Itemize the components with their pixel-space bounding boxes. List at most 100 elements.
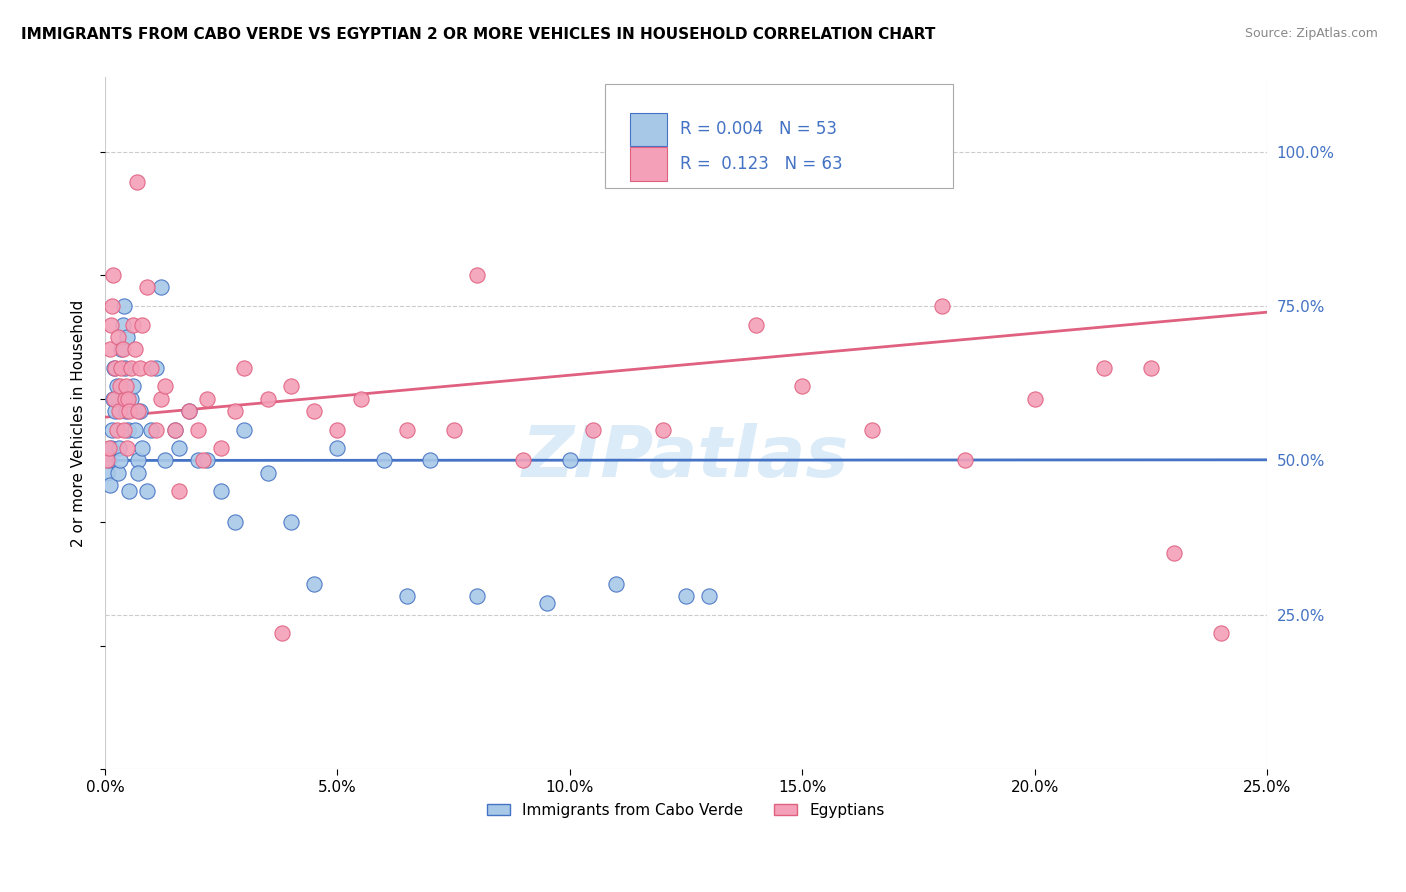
Point xyxy=(280,379,302,393)
Point xyxy=(697,590,720,604)
Point xyxy=(145,423,167,437)
Point xyxy=(131,318,153,332)
Point xyxy=(108,453,131,467)
Point xyxy=(103,392,125,406)
Point xyxy=(101,299,124,313)
Point xyxy=(107,466,129,480)
Point xyxy=(163,423,186,437)
Point xyxy=(195,453,218,467)
Point xyxy=(233,360,256,375)
Point xyxy=(1163,546,1185,560)
Point xyxy=(256,392,278,406)
Point xyxy=(195,392,218,406)
Point xyxy=(233,423,256,437)
Point xyxy=(558,453,581,467)
Point xyxy=(114,360,136,375)
Point xyxy=(155,453,177,467)
Point xyxy=(118,484,141,499)
Point xyxy=(124,343,146,357)
Point xyxy=(111,343,134,357)
Text: R = 0.004   N = 53: R = 0.004 N = 53 xyxy=(681,120,837,138)
Point xyxy=(745,318,768,332)
Point xyxy=(326,441,349,455)
Point xyxy=(149,392,172,406)
Point xyxy=(177,404,200,418)
Point xyxy=(127,404,149,418)
Point xyxy=(141,360,163,375)
Point xyxy=(101,423,124,437)
Point xyxy=(953,453,976,467)
Y-axis label: 2 or more Vehicles in Household: 2 or more Vehicles in Household xyxy=(72,300,86,547)
Point xyxy=(103,268,125,282)
Point xyxy=(112,299,135,313)
Point xyxy=(115,379,138,393)
Point xyxy=(605,577,627,591)
Point xyxy=(1092,360,1115,375)
Point xyxy=(465,268,488,282)
Point xyxy=(103,392,125,406)
Point xyxy=(112,423,135,437)
Point xyxy=(135,484,157,499)
Point xyxy=(115,404,138,418)
Point xyxy=(125,176,148,190)
Point xyxy=(931,299,953,313)
Point xyxy=(128,360,150,375)
Point xyxy=(675,590,697,604)
Point xyxy=(135,280,157,294)
Point xyxy=(1209,626,1232,640)
Point xyxy=(96,466,118,480)
Point xyxy=(128,404,150,418)
Text: Source: ZipAtlas.com: Source: ZipAtlas.com xyxy=(1244,27,1378,40)
Point xyxy=(326,423,349,437)
Point xyxy=(280,515,302,529)
Point xyxy=(124,423,146,437)
Point xyxy=(465,590,488,604)
Point xyxy=(443,423,465,437)
Point xyxy=(187,423,209,437)
Point xyxy=(117,441,139,455)
Point xyxy=(110,343,132,357)
Point xyxy=(169,484,191,499)
Point xyxy=(163,423,186,437)
Point xyxy=(122,379,145,393)
Point xyxy=(104,360,127,375)
Point xyxy=(96,453,118,467)
Point xyxy=(224,404,246,418)
Point xyxy=(120,360,142,375)
Point xyxy=(536,595,558,609)
Point xyxy=(792,379,814,393)
Point xyxy=(117,392,139,406)
Point xyxy=(103,360,125,375)
Point xyxy=(117,423,139,437)
Text: ZIPatlas: ZIPatlas xyxy=(522,424,849,492)
Point xyxy=(117,330,139,344)
Point xyxy=(120,392,142,406)
Point xyxy=(149,280,172,294)
FancyBboxPatch shape xyxy=(630,147,668,180)
Point xyxy=(270,626,292,640)
Point xyxy=(187,453,209,467)
Point xyxy=(373,453,395,467)
Point xyxy=(860,423,883,437)
Point xyxy=(108,404,131,418)
Point xyxy=(302,404,325,418)
Point xyxy=(118,404,141,418)
Text: R =  0.123   N = 63: R = 0.123 N = 63 xyxy=(681,155,842,173)
Point xyxy=(114,392,136,406)
Point xyxy=(1140,360,1163,375)
Point xyxy=(209,484,232,499)
Point xyxy=(1024,392,1046,406)
Point xyxy=(122,318,145,332)
Point xyxy=(108,441,131,455)
Point xyxy=(100,441,122,455)
Point xyxy=(191,453,214,467)
Point xyxy=(512,453,534,467)
Point xyxy=(302,577,325,591)
Point xyxy=(98,478,121,492)
Point xyxy=(141,423,163,437)
Point xyxy=(396,590,419,604)
Point xyxy=(177,404,200,418)
Point xyxy=(131,441,153,455)
Point xyxy=(155,379,177,393)
Point xyxy=(256,466,278,480)
